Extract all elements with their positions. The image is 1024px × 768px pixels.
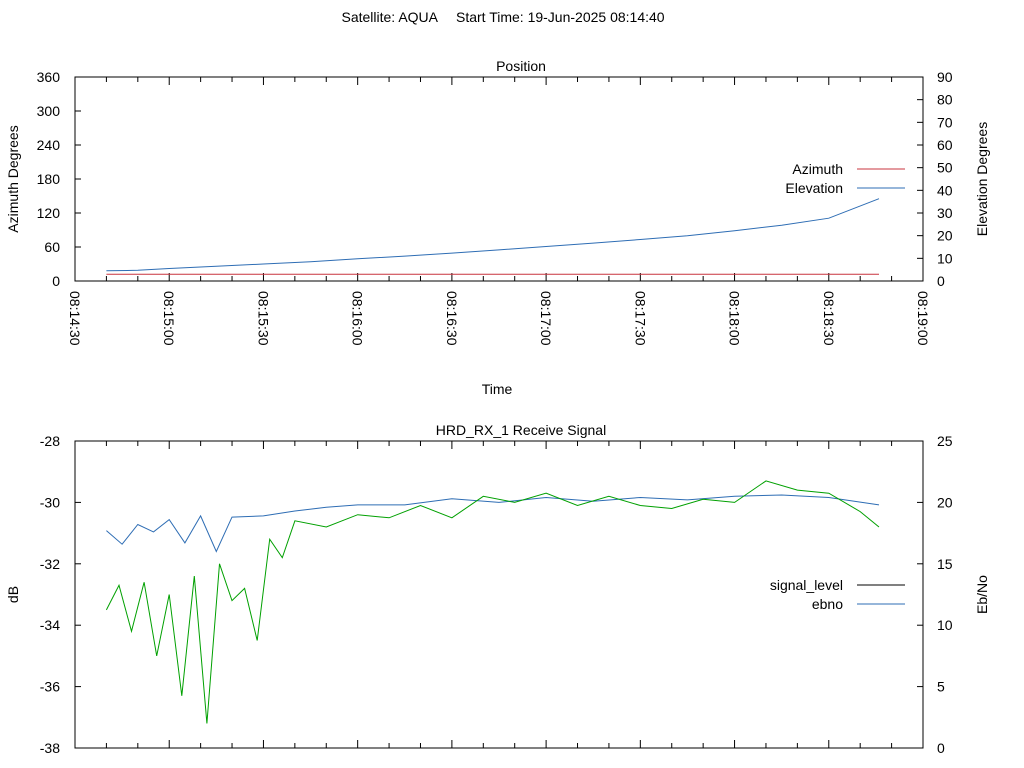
x-axis-label: Time xyxy=(482,381,513,397)
y-tick-label: -32 xyxy=(40,556,60,572)
plot-frame xyxy=(74,440,924,749)
x-tick-label: 08:16:30 xyxy=(444,291,460,346)
y2-tick-label: 90 xyxy=(937,69,953,85)
y2-axis-label: Elevation Degrees xyxy=(974,122,990,236)
y2-tick-label: 60 xyxy=(937,137,953,153)
y2-tick-label: 25 xyxy=(937,433,953,449)
x-tick-label: 08:15:00 xyxy=(161,291,177,346)
y-tick-label: 180 xyxy=(37,171,61,187)
y2-tick-label: 10 xyxy=(937,617,953,633)
y2-tick-label: 5 xyxy=(937,679,945,695)
y2-tick-label: 50 xyxy=(937,160,953,176)
y-tick-label: -28 xyxy=(40,433,60,449)
series-ebno-line xyxy=(106,494,880,553)
start-time-label: Start Time: 19-Jun-2025 08:14:40 xyxy=(456,9,665,25)
legend-label-signal-level: signal_level xyxy=(770,577,843,593)
signal-chart: HRD_RX_1 Receive Signal -38 -36 -34 -32 -30 -2… xyxy=(5,422,990,756)
chart-title: HRD_RX_1 Receive Signal xyxy=(436,422,606,438)
legend-label-azimuth: Azimuth xyxy=(792,161,843,177)
y2-tick-label: 20 xyxy=(937,494,953,510)
x-tick-label: 08:19:00 xyxy=(915,291,931,346)
x-tick-label: 08:18:30 xyxy=(821,291,837,346)
x-tick-label: 08:15:30 xyxy=(255,291,271,346)
y-tick-label: 0 xyxy=(52,273,60,289)
y2-tick-label: 0 xyxy=(937,740,945,756)
satellite-label: Satellite: AQUA xyxy=(342,9,439,25)
y2-tick-label: 0 xyxy=(937,273,945,289)
y-tick-label: 60 xyxy=(44,239,60,255)
series-receive-trace-line xyxy=(105,480,880,724)
series-elevation-line xyxy=(106,198,880,272)
y-axis-label: dB xyxy=(5,586,21,603)
y2-tick-label: 20 xyxy=(937,228,953,244)
y2-tick-label: 80 xyxy=(937,92,953,108)
chart-title: Position xyxy=(496,58,546,74)
y-tick-label: -36 xyxy=(40,679,60,695)
y2-tick-label: 30 xyxy=(937,205,953,221)
x-tick-label: 08:16:00 xyxy=(350,291,366,346)
y2-tick-label: 70 xyxy=(937,114,953,130)
y2-axis-label: Eb/No xyxy=(974,575,990,614)
x-tick-label: 08:14:30 xyxy=(67,291,83,346)
y2-tick-label: 40 xyxy=(937,182,953,198)
x-tick-label: 08:17:30 xyxy=(632,291,648,346)
y-tick-label: -30 xyxy=(40,494,60,510)
y-tick-label: 120 xyxy=(37,205,61,221)
legend-label-ebno: ebno xyxy=(812,596,843,612)
legend-label-elevation: Elevation xyxy=(785,180,843,196)
position-chart: Position 0 60 120 180 240 300 360 0 10 20 30 40 50 60 7… xyxy=(5,58,990,397)
y-tick-label: 240 xyxy=(37,137,61,153)
y-tick-label: -38 xyxy=(40,740,60,756)
x-tick-label: 08:18:00 xyxy=(727,291,743,346)
y2-tick-label: 10 xyxy=(937,250,953,266)
y2-tick-label: 15 xyxy=(937,556,953,572)
y-tick-label: 360 xyxy=(37,69,61,85)
y-axis-label: Azimuth Degrees xyxy=(5,125,21,232)
y-tick-label: -34 xyxy=(40,617,60,633)
y-tick-label: 300 xyxy=(37,103,61,119)
x-tick-label: 08:17:00 xyxy=(538,291,554,346)
